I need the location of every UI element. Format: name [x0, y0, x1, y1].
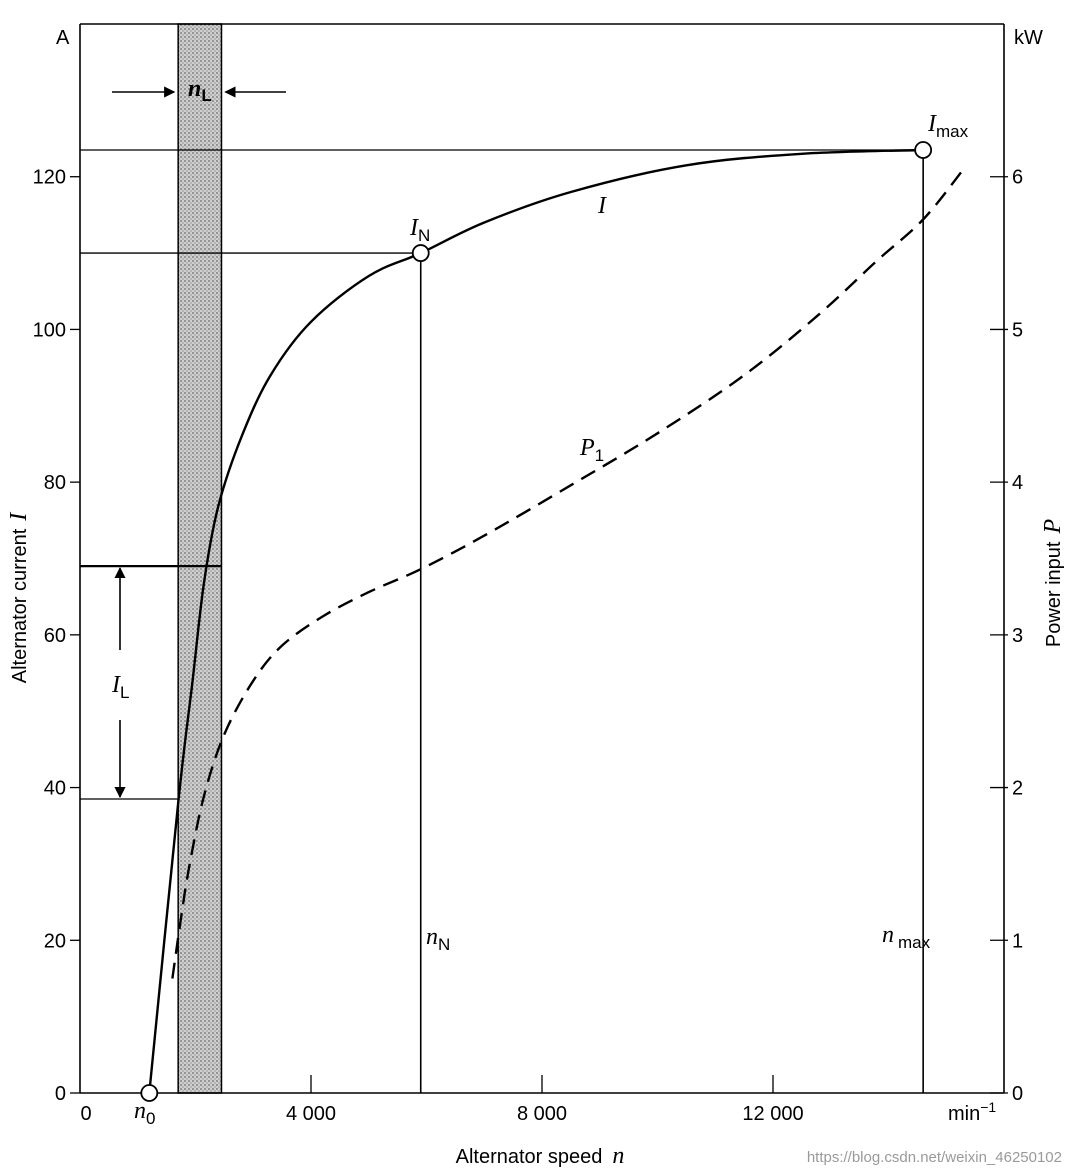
y-right-tick-label-6: 6 — [1012, 167, 1023, 189]
y-right-tick-label-5: 5 — [1012, 319, 1023, 341]
y-right-tick-label-0: 0 — [1012, 1083, 1023, 1105]
label-P1-sub: 1 — [595, 446, 604, 465]
y-left-title-text: Alternator current — [9, 528, 31, 683]
label-nN-sub: N — [438, 935, 450, 954]
x-tick-label-2: 8 000 — [517, 1103, 567, 1125]
label-nN: nN — [426, 924, 450, 954]
label-IN-main: I — [409, 215, 419, 241]
y-left-unit: A — [56, 27, 70, 49]
label-Imax-sub: max — [936, 122, 969, 141]
watermark-text: https://blog.csdn.net/weixin_46250102 — [807, 1149, 1062, 1166]
series-alternator-current-line — [148, 148, 924, 1094]
point-Imax — [914, 141, 933, 159]
label-curve-I: I — [597, 193, 607, 219]
label-IN-sub: N — [418, 226, 430, 245]
marked-points — [140, 141, 933, 1102]
axis-ticks: 0 4 000 8 000 12 000 0 20 40 60 80 100 120 0 1 2 3 4 5 6 — [33, 167, 1024, 1125]
label-nmax-sub: max — [898, 933, 931, 952]
y-left-tick-label-4: 80 — [44, 472, 66, 494]
x-axis-title: Alternator speed n — [456, 1143, 625, 1169]
x-unit-text: min — [948, 1103, 980, 1125]
y-left-tick-label-2: 40 — [44, 778, 66, 800]
x-tick-label-0: 0 — [80, 1103, 91, 1125]
label-nmax: n max — [882, 922, 931, 952]
y-right-axis-title: Power input P — [1040, 519, 1066, 648]
x-tick-label-1: 4 000 — [286, 1103, 336, 1125]
y-left-tick-label-3: 60 — [44, 625, 66, 647]
data-series — [148, 148, 965, 1094]
label-n0-main: n — [134, 1098, 146, 1124]
x-unit: min−1 — [948, 1099, 996, 1125]
label-curve-P1: P1 — [579, 435, 604, 465]
x-axis-title-text: Alternator speed — [456, 1146, 603, 1168]
y-left-tick-label-1: 20 — [44, 930, 66, 952]
label-Imax-main: I — [927, 111, 937, 137]
y-right-tick-label-3: 3 — [1012, 625, 1023, 647]
y-left-tick-label-5: 100 — [33, 319, 66, 341]
y-left-symbol: I — [6, 512, 32, 522]
y-right-symbol: P — [1040, 519, 1066, 535]
label-n0: n0 — [134, 1098, 155, 1128]
label-Imax: Imax — [927, 111, 969, 141]
annotations: A kW min−1 Alternator speed n Alternator … — [6, 27, 1066, 1169]
y-right-tick-label-2: 2 — [1012, 778, 1023, 800]
label-nL-sub: L — [201, 86, 211, 105]
series-power-input-line — [171, 168, 965, 979]
reference-lines — [80, 149, 924, 1093]
y-left-tick-label-6: 120 — [33, 167, 66, 189]
label-nL: nL — [188, 76, 212, 105]
label-nN-main: n — [426, 924, 438, 950]
y-right-tick-label-1: 1 — [1012, 930, 1023, 952]
label-nmax-main: n — [882, 922, 894, 948]
label-IN: IN — [409, 215, 430, 245]
x-tick-label-3: 12 000 — [742, 1103, 803, 1125]
y-left-tick-label-0: 0 — [55, 1083, 66, 1105]
band-nL-rect — [177, 23, 223, 1094]
label-IL: IL — [111, 672, 129, 702]
label-nL-main: n — [188, 76, 201, 102]
x-unit-exponent: −1 — [980, 1099, 996, 1115]
x-axis-symbol: n — [612, 1143, 624, 1169]
speed-band-nL — [112, 23, 286, 1094]
point-n0 — [140, 1084, 159, 1102]
y-right-title-text: Power input — [1043, 541, 1065, 647]
point-IN — [411, 244, 430, 262]
label-IL-main: I — [111, 672, 121, 698]
y-left-axis-title: Alternator current I — [6, 512, 32, 684]
y-right-tick-label-4: 4 — [1012, 472, 1023, 494]
label-n0-sub: 0 — [146, 1109, 155, 1128]
label-P1-main: P — [579, 435, 595, 461]
y-right-unit: kW — [1014, 27, 1043, 49]
label-IL-sub: L — [120, 683, 129, 702]
